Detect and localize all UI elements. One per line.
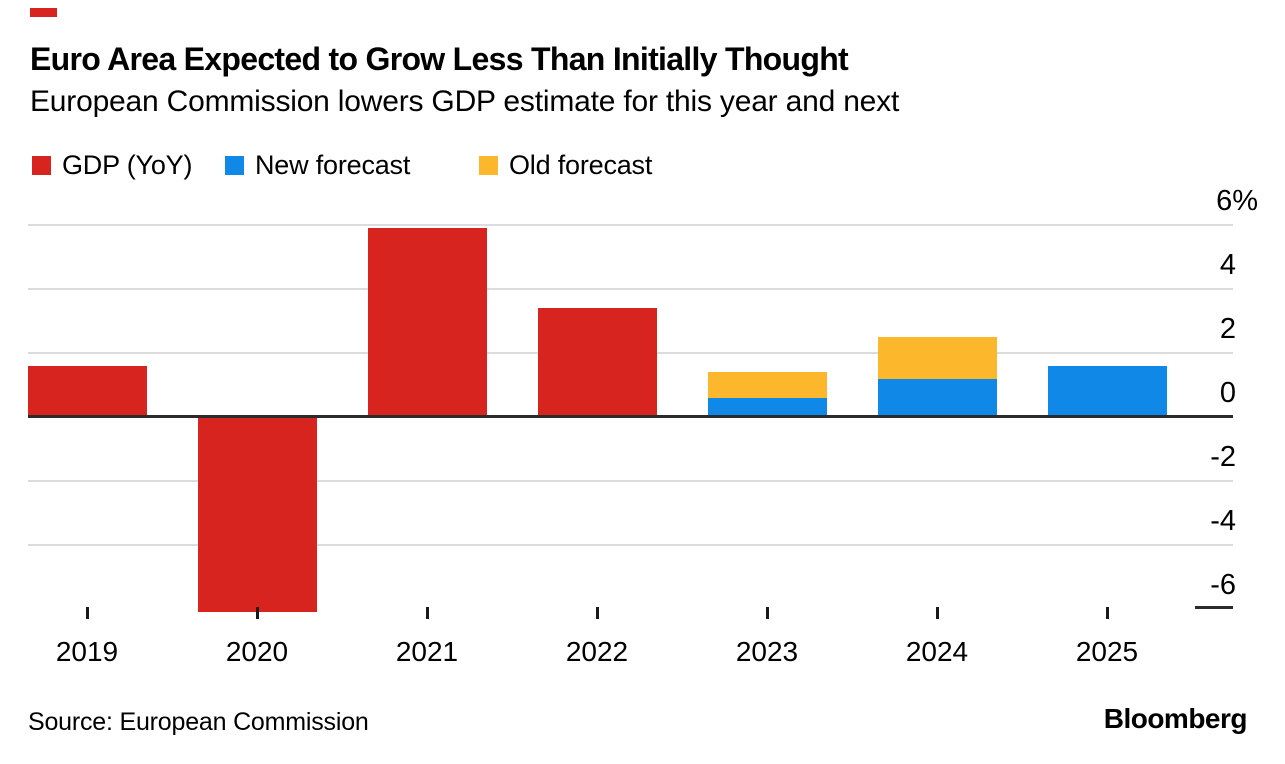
source-note: Source: European Commission (28, 708, 369, 736)
bar-new-forecast-2023 (707, 398, 827, 417)
x-axis-label-2023: 2023 (735, 636, 799, 667)
x-axis-tick (256, 607, 259, 619)
legend-item-gdp-yoy-: GDP (YoY) (32, 150, 192, 180)
legend-swatch-icon (32, 155, 51, 175)
bar-old-forecast-2023 (707, 372, 827, 398)
legend-label: New forecast (255, 149, 411, 180)
legend-label: GDP (YoY) (62, 149, 193, 180)
x-axis-label-2020: 2020 (225, 636, 289, 667)
legend-swatch-icon (479, 155, 498, 175)
gridline (28, 544, 1233, 546)
y-axis-end-stub (1195, 606, 1233, 609)
chart-subtitle: European Commission lowers GDP estimate … (30, 85, 900, 118)
bar-new-forecast-2024 (877, 379, 997, 417)
y-axis-label: -2 (1210, 441, 1236, 473)
x-axis-tick (86, 607, 89, 619)
bar-gdp-yoy-2022 (537, 308, 657, 417)
zero-baseline (28, 415, 1233, 418)
bloomberg-red-flag-icon (30, 8, 57, 17)
bar-gdp-yoy-2019 (27, 366, 147, 417)
x-axis-label-2019: 2019 (55, 636, 119, 667)
bar-gdp-yoy-2021 (367, 228, 487, 417)
gridline (28, 224, 1233, 226)
gridline (28, 480, 1233, 482)
y-axis-label: -6 (1210, 569, 1236, 601)
y-axis-label: 4 (1219, 249, 1236, 281)
x-axis-tick (936, 607, 939, 619)
y-axis-label: 2 (1219, 313, 1236, 345)
bar-new-forecast-2025 (1047, 366, 1167, 417)
legend-item-new-forecast: New forecast (225, 150, 410, 180)
x-axis-label-2021: 2021 (395, 636, 459, 667)
x-axis-label-2025: 2025 (1075, 636, 1139, 667)
x-axis-tick (596, 607, 599, 619)
x-axis-tick (1106, 607, 1109, 619)
bar-gdp-yoy-2020 (197, 417, 317, 612)
x-axis-tick (766, 607, 769, 619)
bar-old-forecast-2024 (877, 337, 997, 379)
legend-item-old-forecast: Old forecast (479, 150, 652, 180)
y-axis-label: 0 (1219, 377, 1236, 409)
legend-label: Old forecast (509, 149, 653, 180)
legend-swatch-icon (225, 155, 244, 175)
gridline (28, 288, 1233, 290)
y-axis-label: -4 (1210, 505, 1236, 537)
x-axis-tick (426, 607, 429, 619)
x-axis-label-2022: 2022 (565, 636, 629, 667)
bloomberg-logo: Bloomberg (1103, 703, 1248, 734)
x-axis-label-2024: 2024 (905, 636, 969, 667)
y-axis-label: 6% (1216, 185, 1258, 217)
chart-title: Euro Area Expected to Grow Less Than Ini… (30, 41, 849, 77)
